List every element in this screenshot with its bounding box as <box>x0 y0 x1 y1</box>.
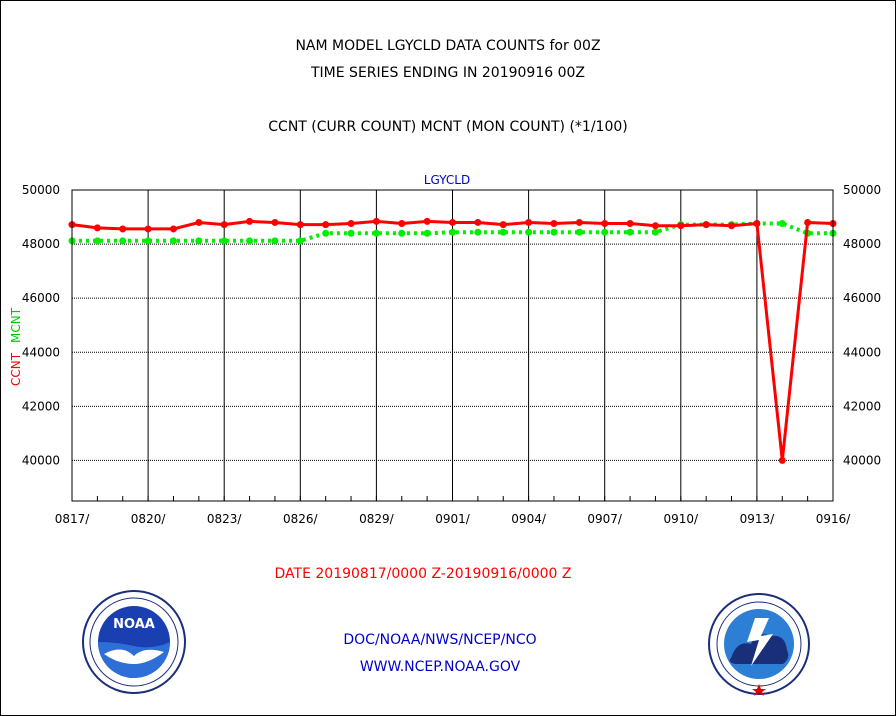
data-point-mcnt <box>246 237 254 245</box>
data-point-ccnt <box>296 221 304 229</box>
x-tick-label: 0820/ <box>131 512 167 526</box>
data-point-ccnt <box>144 225 152 233</box>
x-tick-label: 0907/ <box>587 512 623 526</box>
y-label-ccnt: CCNT <box>9 352 23 386</box>
chart-title: NAM MODEL LGYCLD DATA COUNTS for 00Z <box>295 38 601 54</box>
data-point-ccnt <box>246 217 254 225</box>
y-tick-label-right: 44000 <box>843 345 881 359</box>
data-point-mcnt <box>626 228 634 236</box>
data-point-ccnt <box>550 220 558 228</box>
chart-description: CCNT (CURR COUNT) MCNT (MON COUNT) (*1/1… <box>268 119 628 135</box>
noaa-logo: NOAA <box>82 590 186 694</box>
x-tick-label: 0817/ <box>55 512 91 526</box>
credit-org: DOC/NOAA/NWS/NCEP/NCO <box>343 632 537 648</box>
data-point-ccnt <box>398 220 406 228</box>
x-tick-label: 0916/ <box>816 512 852 526</box>
plot-area-border <box>71 189 834 502</box>
data-point-ccnt <box>702 221 710 229</box>
data-point-mcnt <box>651 228 659 236</box>
data-point-ccnt <box>499 221 507 229</box>
y-tick-label-left: 42000 <box>22 399 60 413</box>
data-point-ccnt <box>626 220 634 228</box>
data-point-mcnt <box>296 237 304 245</box>
x-tick-label: 0913/ <box>740 512 776 526</box>
data-point-ccnt <box>778 456 786 464</box>
data-point-mcnt <box>195 237 203 245</box>
data-point-mcnt <box>525 228 533 236</box>
data-point-ccnt <box>322 221 330 229</box>
data-point-ccnt <box>220 221 228 229</box>
data-point-mcnt <box>347 229 355 237</box>
data-point-mcnt <box>575 228 583 236</box>
data-point-ccnt <box>195 218 203 226</box>
data-point-ccnt <box>449 218 456 226</box>
data-point-mcnt <box>778 220 786 228</box>
data-point-ccnt <box>677 222 685 230</box>
data-point-mcnt <box>372 229 380 237</box>
noaa-logo-text: NOAA <box>113 617 155 632</box>
data-point-mcnt <box>93 237 101 245</box>
x-tick-label: 0826/ <box>283 512 319 526</box>
data-point-mcnt <box>499 228 507 236</box>
data-point-mcnt <box>449 228 456 236</box>
x-tick-label: 0904/ <box>511 512 547 526</box>
nws-logo <box>708 593 810 696</box>
data-point-mcnt <box>601 228 609 236</box>
x-tick-label: 0829/ <box>359 512 395 526</box>
y-tick-label-right: 48000 <box>843 237 881 251</box>
x-tick-label: 0910/ <box>664 512 700 526</box>
y-tick-label-left: 50000 <box>22 183 60 197</box>
y-tick-label-left: 48000 <box>22 237 60 251</box>
data-point-ccnt <box>575 218 583 226</box>
data-point-ccnt <box>804 218 812 226</box>
data-point-mcnt <box>474 228 482 236</box>
y-tick-label-left: 40000 <box>22 453 60 467</box>
data-point-ccnt <box>525 218 533 226</box>
y-tick-label-right: 40000 <box>843 453 881 467</box>
data-point-mcnt <box>322 229 330 237</box>
y-tick-label-left: 44000 <box>22 345 60 359</box>
data-point-ccnt <box>93 224 101 232</box>
data-point-ccnt <box>169 225 177 233</box>
data-point-ccnt <box>372 217 380 225</box>
data-point-ccnt <box>474 218 482 226</box>
grid-layer <box>72 190 833 501</box>
data-point-ccnt <box>728 222 736 230</box>
data-point-mcnt <box>398 229 406 237</box>
plot-title: LGYCLD <box>424 173 470 187</box>
data-point-ccnt <box>119 225 127 233</box>
data-point-ccnt <box>601 220 609 228</box>
y-tick-label-right: 50000 <box>843 183 881 197</box>
data-point-mcnt <box>423 229 431 237</box>
data-point-mcnt <box>271 237 279 245</box>
data-point-mcnt <box>169 237 177 245</box>
y-label-mcnt: MCNT <box>9 307 23 343</box>
data-point-ccnt <box>753 220 761 228</box>
data-point-ccnt <box>347 220 355 228</box>
data-point-mcnt <box>119 237 127 245</box>
y-tick-label-right: 42000 <box>843 399 881 413</box>
axis-layer: 40000 40000 42000 42000 44000 44000 46000 46000… <box>22 183 881 526</box>
data-point-mcnt <box>220 237 228 245</box>
data-point-ccnt <box>423 217 431 225</box>
y-tick-label-left: 46000 <box>22 291 60 305</box>
chart-subtitle: TIME SERIES ENDING IN 20190916 00Z <box>311 65 585 81</box>
data-point-mcnt <box>144 237 152 245</box>
series-layer <box>68 217 837 464</box>
data-point-mcnt <box>550 228 558 236</box>
credit-url[interactable]: WWW.NCEP.NOAA.GOV <box>359 659 521 675</box>
x-tick-label: 0901/ <box>435 512 471 526</box>
data-point-ccnt <box>271 218 279 226</box>
x-tick-label: 0823/ <box>207 512 243 526</box>
date-range: DATE 20190817/0000 Z-20190916/0000 Z <box>274 566 572 582</box>
y-tick-label-right: 46000 <box>843 291 881 305</box>
data-point-ccnt <box>651 222 659 230</box>
